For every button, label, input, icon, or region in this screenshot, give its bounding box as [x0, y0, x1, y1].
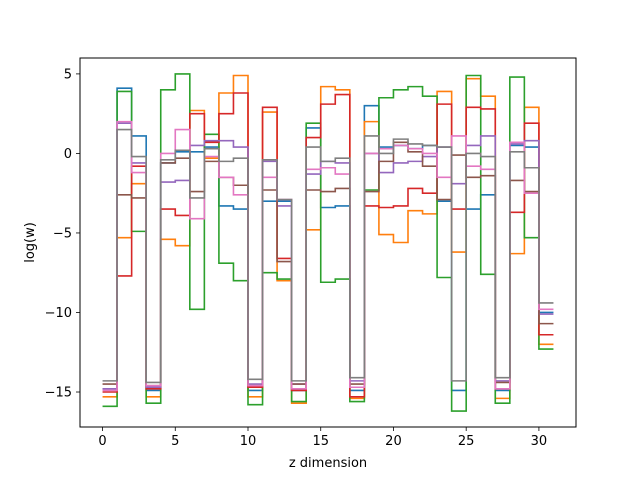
x-axis: 0 5 10 15 20 25 30 — [98, 427, 547, 449]
series-line-8 — [102, 128, 554, 384]
y-tick-label: −15 — [45, 386, 72, 401]
x-tick-label: 25 — [458, 434, 475, 449]
y-tick-label: 0 — [64, 147, 72, 162]
series-line-6 — [102, 141, 554, 387]
x-tick-label: 20 — [385, 434, 402, 449]
series-line-7 — [102, 120, 554, 392]
series-line-2 — [102, 74, 554, 404]
y-tick-label: 5 — [64, 67, 72, 82]
series-line-4 — [102, 92, 554, 398]
x-tick-label: 15 — [312, 434, 329, 449]
x-tick-label: 0 — [98, 434, 106, 449]
series-line-3 — [102, 73, 554, 412]
y-tick-label: −5 — [53, 226, 72, 241]
y-axis: 5 0 −5 −10 −15 — [45, 67, 80, 401]
x-tick-label: 10 — [240, 434, 257, 449]
x-tick-label: 30 — [531, 434, 548, 449]
plot-area-frame — [79, 57, 577, 428]
x-axis-label: z dimension — [289, 456, 367, 471]
series-layer — [102, 73, 554, 412]
y-tick-label: −10 — [45, 306, 72, 321]
y-axis-label: log(w) — [23, 222, 38, 263]
x-tick-label: 5 — [171, 434, 179, 449]
